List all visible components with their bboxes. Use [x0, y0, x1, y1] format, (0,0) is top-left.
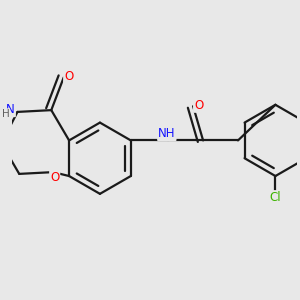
- Text: O: O: [50, 170, 59, 184]
- Text: NH: NH: [158, 127, 175, 140]
- Text: O: O: [64, 70, 73, 83]
- Text: Cl: Cl: [270, 191, 281, 204]
- Text: H: H: [2, 109, 9, 119]
- Text: O: O: [194, 99, 203, 112]
- Text: N: N: [6, 103, 15, 116]
